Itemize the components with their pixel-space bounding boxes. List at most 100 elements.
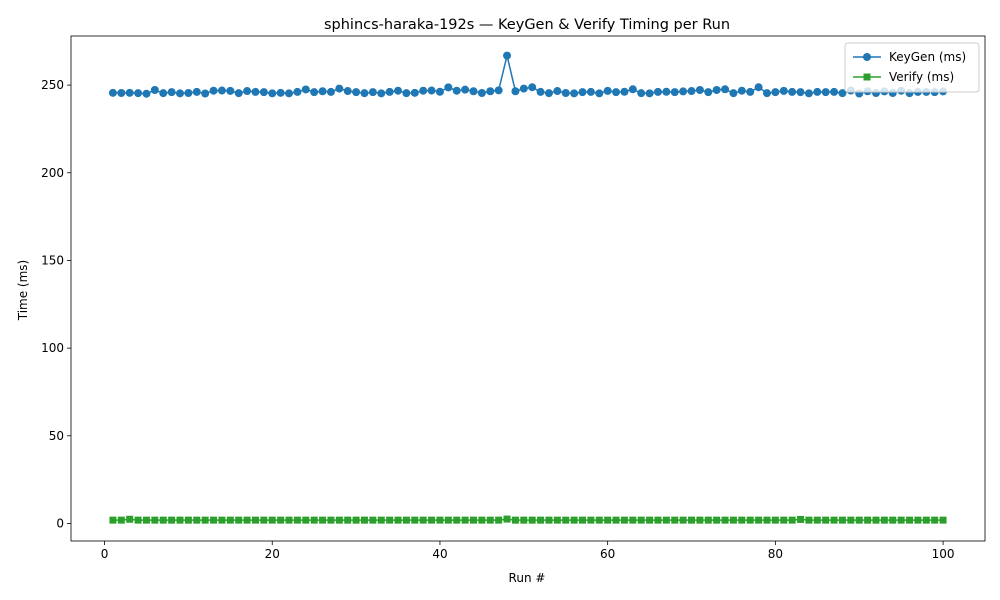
data-point — [889, 516, 897, 524]
data-point — [738, 516, 746, 524]
chart-title: sphincs-haraka-192s — KeyGen & Verify Ti… — [324, 17, 730, 33]
data-point — [528, 83, 537, 92]
data-point — [217, 86, 226, 95]
data-point — [117, 516, 125, 524]
data-point — [386, 516, 394, 524]
data-point — [604, 516, 612, 524]
data-point — [654, 516, 662, 524]
data-point — [268, 89, 277, 98]
y-axis-title: Time (ms) — [16, 260, 30, 322]
data-point — [729, 89, 738, 98]
data-point — [931, 516, 939, 524]
plot-area: 0 20 40 60 80 100 0 50 100 150 200 250 — [41, 35, 986, 561]
data-point — [319, 516, 327, 524]
data-point — [570, 89, 579, 98]
y-tick-label: 0 — [56, 516, 64, 530]
x-tick-label: 60 — [600, 547, 615, 561]
data-point — [646, 516, 654, 524]
data-point — [544, 89, 553, 98]
data-point — [268, 516, 276, 524]
data-point — [327, 516, 335, 524]
data-point — [477, 88, 486, 97]
data-point — [906, 516, 914, 524]
data-point — [159, 89, 168, 98]
data-point — [469, 87, 478, 96]
data-point — [411, 516, 419, 524]
data-point — [721, 516, 729, 524]
legend-label: Verify (ms) — [889, 70, 954, 84]
data-point — [167, 88, 176, 97]
legend-item: Verify (ms) — [853, 70, 954, 84]
data-point — [687, 87, 696, 96]
data-point — [579, 516, 587, 524]
data-point — [352, 88, 361, 97]
data-point — [368, 88, 377, 97]
data-point — [511, 87, 520, 96]
data-point — [804, 89, 813, 98]
data-point — [595, 516, 603, 524]
data-point — [628, 85, 637, 94]
data-point — [771, 516, 779, 524]
data-point — [486, 516, 494, 524]
data-point — [436, 516, 444, 524]
y-tick-label: 250 — [41, 78, 64, 92]
data-point — [779, 86, 788, 95]
data-point — [176, 89, 185, 98]
data-point — [402, 89, 411, 98]
data-point — [838, 516, 846, 524]
data-point — [210, 516, 218, 524]
data-point — [754, 83, 763, 92]
data-point — [788, 516, 796, 524]
data-point — [864, 516, 872, 524]
data-point — [276, 88, 285, 97]
data-point — [478, 516, 486, 524]
data-point — [344, 516, 352, 524]
data-point — [855, 516, 863, 524]
data-point — [520, 516, 528, 524]
data-point — [771, 88, 780, 97]
data-point — [301, 85, 310, 94]
data-point — [612, 516, 620, 524]
data-point — [235, 516, 243, 524]
data-point — [326, 87, 335, 96]
legend-item: KeyGen (ms) — [853, 50, 966, 64]
data-point — [612, 88, 621, 97]
data-point — [721, 85, 730, 94]
data-point — [109, 516, 117, 524]
data-point — [486, 87, 495, 96]
data-point — [428, 516, 436, 524]
data-point — [461, 516, 469, 524]
data-point — [302, 516, 310, 524]
data-point — [461, 85, 470, 94]
data-point — [318, 87, 327, 96]
data-point — [226, 86, 235, 95]
y-tick-label: 100 — [41, 341, 64, 355]
data-point — [176, 516, 184, 524]
data-point — [444, 83, 453, 92]
data-point — [192, 87, 201, 96]
data-point — [259, 88, 268, 97]
data-point — [142, 516, 150, 524]
data-point — [822, 516, 830, 524]
data-point — [503, 51, 512, 60]
x-tick-label: 20 — [265, 547, 280, 561]
data-point — [679, 87, 688, 96]
y-tick-label: 50 — [49, 429, 64, 443]
data-point — [679, 516, 687, 524]
data-point — [696, 516, 704, 524]
data-point — [821, 88, 830, 97]
data-point — [335, 516, 343, 524]
data-point — [310, 88, 319, 97]
series-2 — [109, 515, 947, 524]
data-point — [117, 88, 126, 97]
data-point — [578, 88, 587, 97]
y-tick-label: 200 — [41, 166, 64, 180]
data-point — [377, 516, 385, 524]
data-point — [494, 86, 503, 95]
data-point — [402, 516, 410, 524]
data-point — [243, 87, 252, 96]
data-point — [125, 88, 134, 97]
data-point — [469, 516, 477, 524]
